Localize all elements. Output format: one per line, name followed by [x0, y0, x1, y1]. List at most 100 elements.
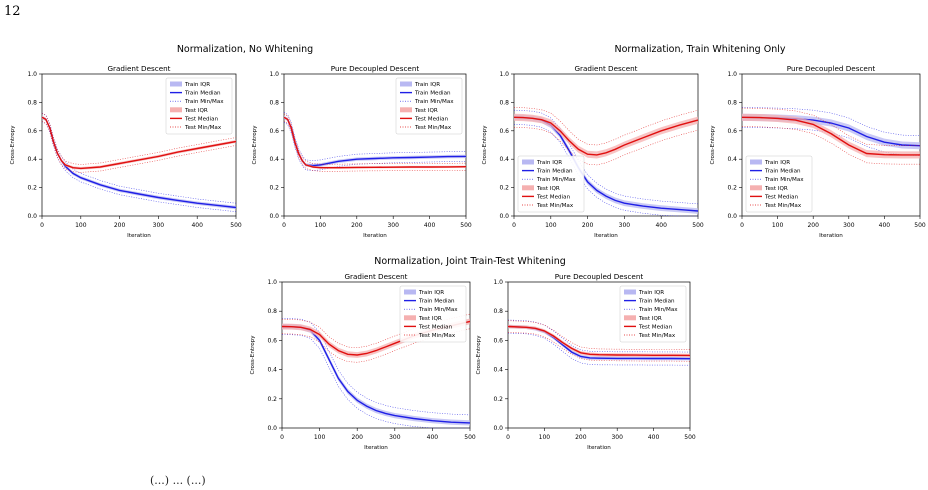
- test-max-line: [41, 113, 237, 165]
- y-tick-label: 0.8: [269, 99, 279, 106]
- test-iqr-band: [742, 113, 920, 159]
- x-tick-label: 100: [315, 222, 327, 229]
- y-axis-label: Cross-Entropy: [476, 335, 482, 375]
- y-tick-label: 0.2: [499, 185, 509, 192]
- legend-label: Train Min/Max: [414, 99, 454, 105]
- train-min-line: [281, 334, 470, 429]
- x-tick-label: 300: [843, 222, 855, 229]
- legend-swatch-band: [624, 315, 636, 321]
- x-tick-label: 300: [389, 434, 401, 441]
- x-tick-label: 400: [879, 222, 891, 229]
- y-tick-label: 1.0: [727, 71, 737, 78]
- x-tick-label: 500: [684, 434, 696, 441]
- legend-label: Test Median: [418, 324, 453, 330]
- y-axis-label: Cross-Entropy: [250, 335, 256, 375]
- legend-box: [165, 77, 233, 135]
- legend-label: Train Min/Max: [184, 99, 224, 105]
- y-tick-label: 0.0: [727, 213, 737, 220]
- test-min-line: [41, 121, 237, 173]
- legend: Train IQR Train Median Train Min/Max Test I…: [745, 155, 813, 213]
- legend-swatch-band: [404, 315, 416, 321]
- y-axis-label: Cross-Entropy: [10, 125, 16, 165]
- x-axis-label: Iteration: [363, 233, 387, 239]
- x-tick-label: 200: [807, 222, 819, 229]
- x-axis-label: Iteration: [127, 233, 151, 239]
- x-tick-label: 500: [230, 222, 242, 229]
- x-tick-label: 300: [619, 222, 631, 229]
- test-median-line: [41, 116, 237, 170]
- legend-swatch-band: [170, 81, 182, 87]
- x-tick-label: 0: [40, 222, 44, 229]
- x-tick-label: 300: [153, 222, 165, 229]
- chart-4: Pure Decoupled Descent 0 100 200 300 400 500 0.…: [710, 64, 926, 239]
- train-iqr-band: [514, 114, 698, 214]
- x-tick-label: 200: [114, 222, 126, 229]
- x-tick-label: 500: [914, 222, 926, 229]
- legend: Train IQR Train Median Train Min/Max Test I…: [399, 285, 467, 343]
- legend-label: Test Min/Max: [638, 333, 676, 339]
- y-tick-label: 0.6: [493, 337, 503, 344]
- y-tick-label: 0.2: [267, 396, 277, 403]
- x-tick-label: 200: [351, 222, 363, 229]
- x-tick-label: 100: [545, 222, 557, 229]
- legend-label: Train IQR: [414, 82, 440, 88]
- y-tick-label: 0.2: [493, 396, 503, 403]
- legend-label: Test Median: [414, 116, 449, 122]
- legend-label: Train Min/Max: [418, 307, 458, 313]
- y-tick-label: 0.8: [727, 99, 737, 106]
- legend-label: Test Min/Max: [414, 125, 452, 131]
- test-median-line: [507, 325, 691, 357]
- chart-title: Gradient Descent: [574, 64, 637, 73]
- x-tick-label: 500: [460, 222, 472, 229]
- chart-5: Gradient Descent 0 100 200 300 400 500 0.0 0.2 0.…: [250, 272, 476, 451]
- x-tick-label: 100: [314, 434, 326, 441]
- legend-label: Test Median: [536, 194, 571, 200]
- x-tick-label: 200: [351, 434, 363, 441]
- x-tick-label: 400: [427, 434, 439, 441]
- legend-label: Train IQR: [536, 160, 562, 166]
- x-tick-label: 500: [692, 222, 704, 229]
- y-tick-label: 0.6: [27, 128, 37, 135]
- y-tick-label: 0.4: [727, 156, 737, 163]
- legend-swatch-band: [400, 81, 412, 87]
- train-iqr-band: [742, 113, 920, 150]
- y-tick-label: 0.4: [493, 367, 503, 374]
- y-tick-label: 0.8: [493, 308, 503, 315]
- legend-label: Test Median: [184, 116, 219, 122]
- legend-label: Test IQR: [764, 186, 788, 192]
- test-max-line: [507, 320, 691, 350]
- x-tick-label: 100: [772, 222, 784, 229]
- x-tick-label: 0: [282, 222, 286, 229]
- y-tick-label: 0.2: [727, 185, 737, 192]
- legend-swatch-band: [750, 159, 762, 165]
- x-tick-label: 300: [611, 434, 623, 441]
- legend-label: Train Min/Max: [764, 177, 804, 183]
- y-tick-label: 0.0: [267, 425, 277, 432]
- test-max-line: [283, 113, 467, 165]
- y-tick-label: 0.4: [499, 156, 509, 163]
- legend-label: Test Median: [764, 194, 799, 200]
- test-max-line: [281, 313, 471, 349]
- plot-frame: [281, 281, 471, 429]
- train-max-line: [283, 112, 467, 161]
- test-iqr-band: [508, 324, 690, 358]
- test-min-line: [507, 332, 691, 362]
- x-axis-label: Iteration: [587, 445, 611, 451]
- legend-swatch-band: [170, 107, 182, 113]
- legend-label: Test IQR: [184, 108, 208, 114]
- train-min-line: [507, 332, 691, 366]
- test-min-line: [281, 328, 471, 363]
- plot-frame: [513, 73, 699, 217]
- legend-label: Test Min/Max: [536, 203, 574, 209]
- legend-label: Train Median: [414, 91, 451, 97]
- legend-label: Train Median: [536, 169, 573, 175]
- legend: Train IQR Train Median Train Min/Max Test I…: [619, 285, 687, 343]
- legend-label: Train IQR: [764, 160, 790, 166]
- y-tick-label: 0.4: [267, 367, 277, 374]
- legend-swatch-band: [404, 289, 416, 295]
- legend-box: [619, 285, 687, 343]
- legend-label: Train IQR: [184, 82, 210, 88]
- y-tick-label: 0.6: [499, 128, 509, 135]
- legend-label: Train Median: [764, 169, 801, 175]
- y-tick-label: 0.6: [267, 337, 277, 344]
